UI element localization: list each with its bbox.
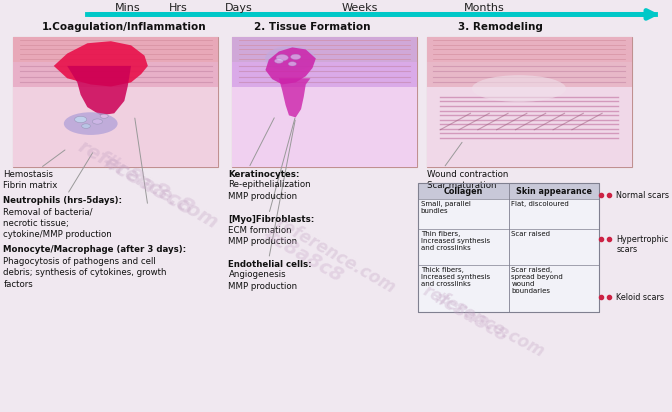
Text: #c8a8c8: #c8a8c8 bbox=[98, 151, 198, 220]
FancyBboxPatch shape bbox=[232, 37, 417, 62]
Text: 3. Remodeling: 3. Remodeling bbox=[458, 22, 543, 32]
FancyBboxPatch shape bbox=[427, 62, 632, 87]
Text: Months: Months bbox=[464, 3, 504, 13]
Text: ECM formation
MMP production: ECM formation MMP production bbox=[228, 226, 298, 246]
Ellipse shape bbox=[276, 54, 288, 61]
FancyBboxPatch shape bbox=[232, 87, 417, 167]
Text: Thick fibers,
Increased synthesis
and crosslinks: Thick fibers, Increased synthesis and cr… bbox=[421, 267, 490, 288]
Text: Re-epithelialization
MMP production: Re-epithelialization MMP production bbox=[228, 180, 311, 201]
Text: Endothelial cells:: Endothelial cells: bbox=[228, 260, 312, 269]
Text: Days: Days bbox=[224, 3, 253, 13]
Text: Wound contraction
Scar maturation: Wound contraction Scar maturation bbox=[427, 170, 508, 190]
FancyBboxPatch shape bbox=[418, 183, 599, 312]
Text: reference.com: reference.com bbox=[75, 138, 221, 233]
FancyBboxPatch shape bbox=[232, 37, 417, 167]
Text: reference.com: reference.com bbox=[420, 282, 548, 361]
Ellipse shape bbox=[92, 119, 102, 124]
FancyBboxPatch shape bbox=[232, 62, 417, 87]
Polygon shape bbox=[54, 41, 148, 87]
FancyBboxPatch shape bbox=[13, 37, 218, 62]
Text: Scar raised,
spread beyond
wound
boundaries: Scar raised, spread beyond wound boundar… bbox=[511, 267, 563, 295]
Ellipse shape bbox=[274, 59, 284, 63]
FancyBboxPatch shape bbox=[427, 37, 632, 167]
Text: Hemostasis
Fibrin matrix: Hemostasis Fibrin matrix bbox=[3, 170, 58, 190]
Ellipse shape bbox=[290, 54, 301, 59]
FancyBboxPatch shape bbox=[13, 37, 218, 167]
Text: 2. Tissue Formation: 2. Tissue Formation bbox=[254, 22, 371, 32]
Text: Hrs: Hrs bbox=[169, 3, 187, 13]
FancyBboxPatch shape bbox=[13, 62, 218, 87]
Text: Skin appearance: Skin appearance bbox=[516, 187, 592, 196]
FancyBboxPatch shape bbox=[427, 87, 632, 167]
Text: Thin fibers,
Increased synthesis
and crosslinks: Thin fibers, Increased synthesis and cro… bbox=[421, 231, 490, 251]
Text: Weeks: Weeks bbox=[341, 3, 378, 13]
FancyBboxPatch shape bbox=[13, 87, 218, 167]
Text: Flat, discoloured: Flat, discoloured bbox=[511, 201, 569, 208]
Text: [Myo]Fibroblasts:: [Myo]Fibroblasts: bbox=[228, 215, 314, 224]
Text: Small, parallel
bundles: Small, parallel bundles bbox=[421, 201, 470, 215]
Text: Scar raised: Scar raised bbox=[511, 231, 550, 237]
Ellipse shape bbox=[288, 62, 296, 66]
Text: reference.com: reference.com bbox=[273, 214, 399, 297]
Ellipse shape bbox=[265, 46, 315, 71]
Text: Angiogenesis
MMP production: Angiogenesis MMP production bbox=[228, 270, 298, 291]
Text: Neutrophils (hrs-5days):: Neutrophils (hrs-5days): bbox=[3, 196, 122, 205]
Text: Mins: Mins bbox=[115, 3, 140, 13]
Text: Phagocytosis of pathogens and cell
debris; synthesis of cytokines, growth
factor: Phagocytosis of pathogens and cell debri… bbox=[3, 257, 167, 288]
Text: Keratinocytes:: Keratinocytes: bbox=[228, 170, 300, 179]
Polygon shape bbox=[265, 47, 316, 84]
Text: Removal of bacteria/
necrotic tissue;
cytokine/MMP production: Removal of bacteria/ necrotic tissue; cy… bbox=[3, 207, 112, 239]
FancyBboxPatch shape bbox=[427, 37, 632, 62]
Ellipse shape bbox=[82, 124, 90, 129]
Ellipse shape bbox=[100, 114, 108, 118]
Text: Keloid scars: Keloid scars bbox=[616, 293, 664, 302]
Ellipse shape bbox=[64, 112, 118, 135]
Polygon shape bbox=[67, 66, 131, 115]
FancyBboxPatch shape bbox=[418, 183, 599, 199]
Text: #c8a8c8: #c8a8c8 bbox=[259, 225, 346, 286]
Text: Collagen: Collagen bbox=[444, 187, 483, 196]
Text: Hypertrophic
scars: Hypertrophic scars bbox=[616, 235, 669, 254]
Ellipse shape bbox=[472, 75, 566, 102]
Text: #c8a8c8: #c8a8c8 bbox=[430, 288, 511, 346]
Text: Monocyte/Macrophage (after 3 days):: Monocyte/Macrophage (after 3 days): bbox=[3, 245, 187, 254]
Text: 1.Coagulation/Inflammation: 1.Coagulation/Inflammation bbox=[42, 22, 206, 32]
Text: Normal scars: Normal scars bbox=[616, 191, 669, 200]
Polygon shape bbox=[279, 78, 310, 117]
Ellipse shape bbox=[75, 116, 87, 123]
